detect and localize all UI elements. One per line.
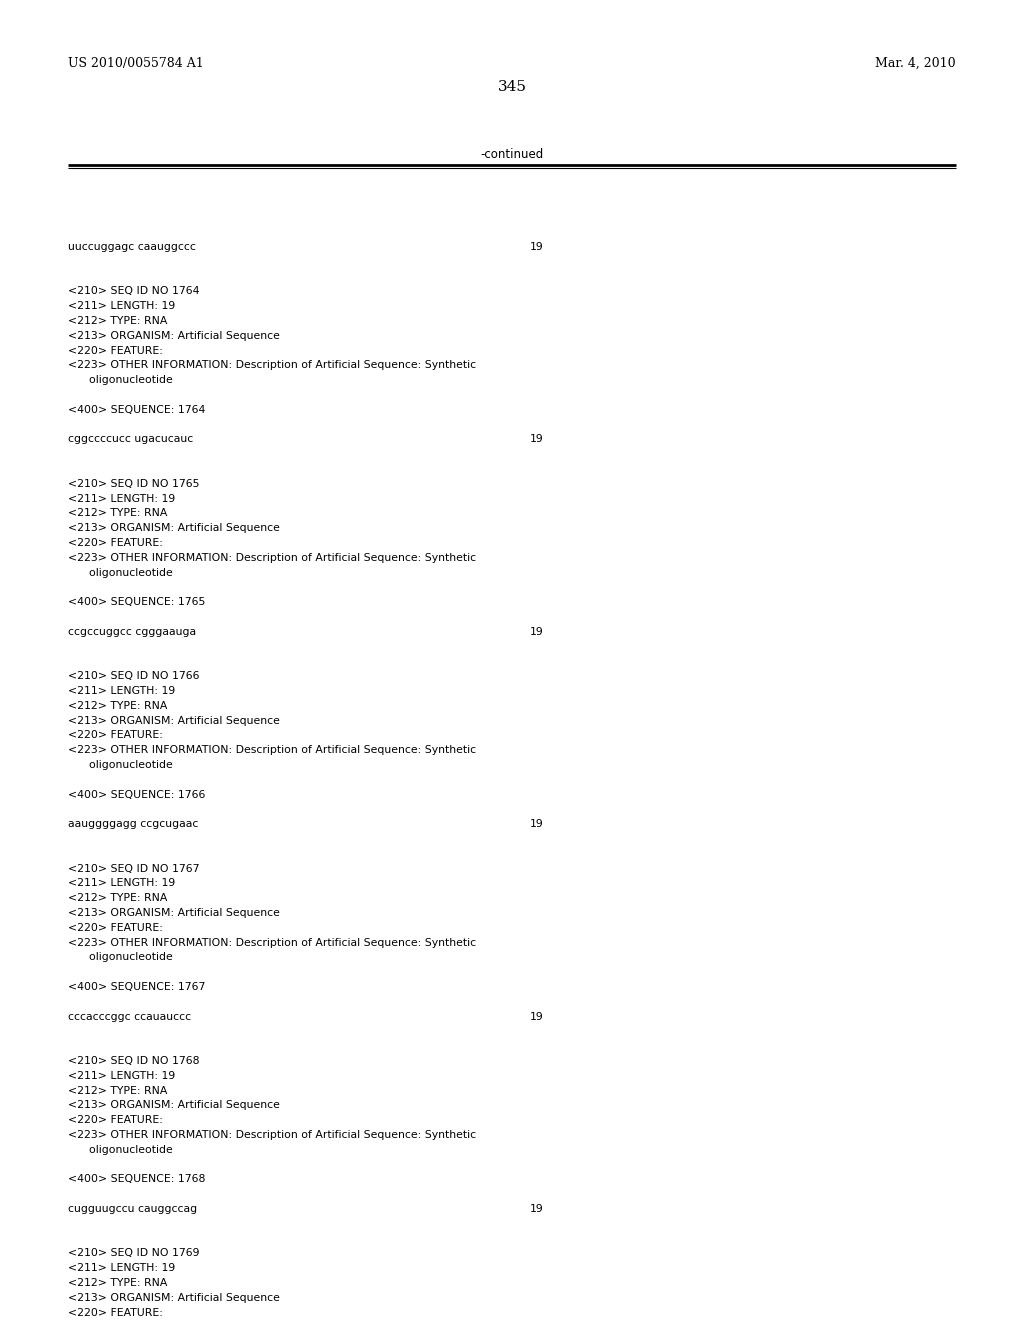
Text: <223> OTHER INFORMATION: Description of Artificial Sequence: Synthetic: <223> OTHER INFORMATION: Description of … [68,746,476,755]
Text: <210> SEQ ID NO 1768: <210> SEQ ID NO 1768 [68,1056,200,1067]
Text: oligonucleotide: oligonucleotide [68,760,173,770]
Text: <212> TYPE: RNA: <212> TYPE: RNA [68,1085,167,1096]
Text: Mar. 4, 2010: Mar. 4, 2010 [876,57,956,70]
Text: <213> ORGANISM: Artificial Sequence: <213> ORGANISM: Artificial Sequence [68,1101,280,1110]
Text: ccgccuggcc cgggaauga: ccgccuggcc cgggaauga [68,627,197,636]
Text: <223> OTHER INFORMATION: Description of Artificial Sequence: Synthetic: <223> OTHER INFORMATION: Description of … [68,937,476,948]
Text: uuccuggagc caauggccc: uuccuggagc caauggccc [68,242,196,252]
Text: cggccccucc ugacucauc: cggccccucc ugacucauc [68,434,194,445]
Text: <210> SEQ ID NO 1769: <210> SEQ ID NO 1769 [68,1249,200,1258]
Text: <213> ORGANISM: Artificial Sequence: <213> ORGANISM: Artificial Sequence [68,523,280,533]
Text: <213> ORGANISM: Artificial Sequence: <213> ORGANISM: Artificial Sequence [68,908,280,917]
Text: <211> LENGTH: 19: <211> LENGTH: 19 [68,1263,175,1274]
Text: <400> SEQUENCE: 1766: <400> SEQUENCE: 1766 [68,789,206,800]
Text: <400> SEQUENCE: 1767: <400> SEQUENCE: 1767 [68,982,206,993]
Text: <211> LENGTH: 19: <211> LENGTH: 19 [68,494,175,504]
Text: <220> FEATURE:: <220> FEATURE: [68,539,163,548]
Text: <223> OTHER INFORMATION: Description of Artificial Sequence: Synthetic: <223> OTHER INFORMATION: Description of … [68,1130,476,1140]
Text: <223> OTHER INFORMATION: Description of Artificial Sequence: Synthetic: <223> OTHER INFORMATION: Description of … [68,360,476,371]
Text: -continued: -continued [480,148,544,161]
Text: <212> TYPE: RNA: <212> TYPE: RNA [68,508,167,519]
Text: <212> TYPE: RNA: <212> TYPE: RNA [68,894,167,903]
Text: <220> FEATURE:: <220> FEATURE: [68,346,163,355]
Text: <210> SEQ ID NO 1767: <210> SEQ ID NO 1767 [68,863,200,874]
Text: cugguugccu cauggccag: cugguugccu cauggccag [68,1204,198,1214]
Text: <400> SEQUENCE: 1764: <400> SEQUENCE: 1764 [68,405,206,414]
Text: <400> SEQUENCE: 1768: <400> SEQUENCE: 1768 [68,1175,206,1184]
Text: <213> ORGANISM: Artificial Sequence: <213> ORGANISM: Artificial Sequence [68,331,280,341]
Text: 19: 19 [530,820,544,829]
Text: oligonucleotide: oligonucleotide [68,375,173,385]
Text: 19: 19 [530,242,544,252]
Text: <220> FEATURE:: <220> FEATURE: [68,1308,163,1317]
Text: <400> SEQUENCE: 1765: <400> SEQUENCE: 1765 [68,597,206,607]
Text: <213> ORGANISM: Artificial Sequence: <213> ORGANISM: Artificial Sequence [68,715,280,726]
Text: <210> SEQ ID NO 1764: <210> SEQ ID NO 1764 [68,286,200,297]
Text: <212> TYPE: RNA: <212> TYPE: RNA [68,315,167,326]
Text: 19: 19 [530,1011,544,1022]
Text: <210> SEQ ID NO 1766: <210> SEQ ID NO 1766 [68,671,200,681]
Text: 345: 345 [498,81,526,94]
Text: 19: 19 [530,1204,544,1214]
Text: <211> LENGTH: 19: <211> LENGTH: 19 [68,686,175,696]
Text: oligonucleotide: oligonucleotide [68,953,173,962]
Text: <211> LENGTH: 19: <211> LENGTH: 19 [68,301,175,312]
Text: <211> LENGTH: 19: <211> LENGTH: 19 [68,1071,175,1081]
Text: <211> LENGTH: 19: <211> LENGTH: 19 [68,878,175,888]
Text: <220> FEATURE:: <220> FEATURE: [68,1115,163,1125]
Text: <223> OTHER INFORMATION: Description of Artificial Sequence: Synthetic: <223> OTHER INFORMATION: Description of … [68,553,476,562]
Text: cccacccggc ccauauccc: cccacccggc ccauauccc [68,1011,191,1022]
Text: <213> ORGANISM: Artificial Sequence: <213> ORGANISM: Artificial Sequence [68,1292,280,1303]
Text: <220> FEATURE:: <220> FEATURE: [68,923,163,933]
Text: <210> SEQ ID NO 1765: <210> SEQ ID NO 1765 [68,479,200,488]
Text: 19: 19 [530,627,544,636]
Text: oligonucleotide: oligonucleotide [68,568,173,578]
Text: <220> FEATURE:: <220> FEATURE: [68,730,163,741]
Text: oligonucleotide: oligonucleotide [68,1144,173,1155]
Text: 19: 19 [530,434,544,445]
Text: <212> TYPE: RNA: <212> TYPE: RNA [68,1278,167,1288]
Text: aauggggagg ccgcugaac: aauggggagg ccgcugaac [68,820,199,829]
Text: <212> TYPE: RNA: <212> TYPE: RNA [68,701,167,710]
Text: US 2010/0055784 A1: US 2010/0055784 A1 [68,57,204,70]
